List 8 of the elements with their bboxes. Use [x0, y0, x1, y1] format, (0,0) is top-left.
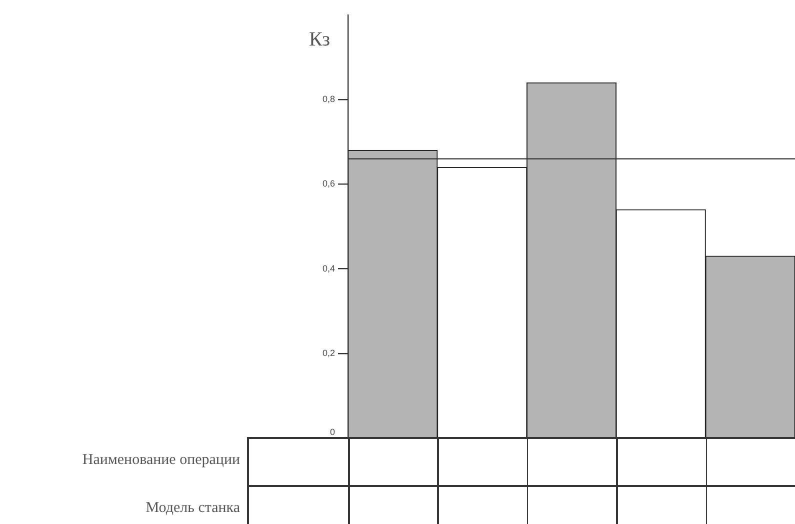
text: Модель станка	[146, 500, 240, 517]
y-tick-label: 0	[330, 427, 335, 438]
y-tick-label: 0,8	[322, 94, 335, 104]
text: Наименование операции	[82, 452, 240, 469]
y-tick-label: 0,4	[322, 263, 335, 274]
y-axis-title: Кз	[309, 28, 330, 50]
y-tick-label: 0,6	[322, 178, 335, 189]
y-tick-label: 0,2	[322, 348, 335, 358]
